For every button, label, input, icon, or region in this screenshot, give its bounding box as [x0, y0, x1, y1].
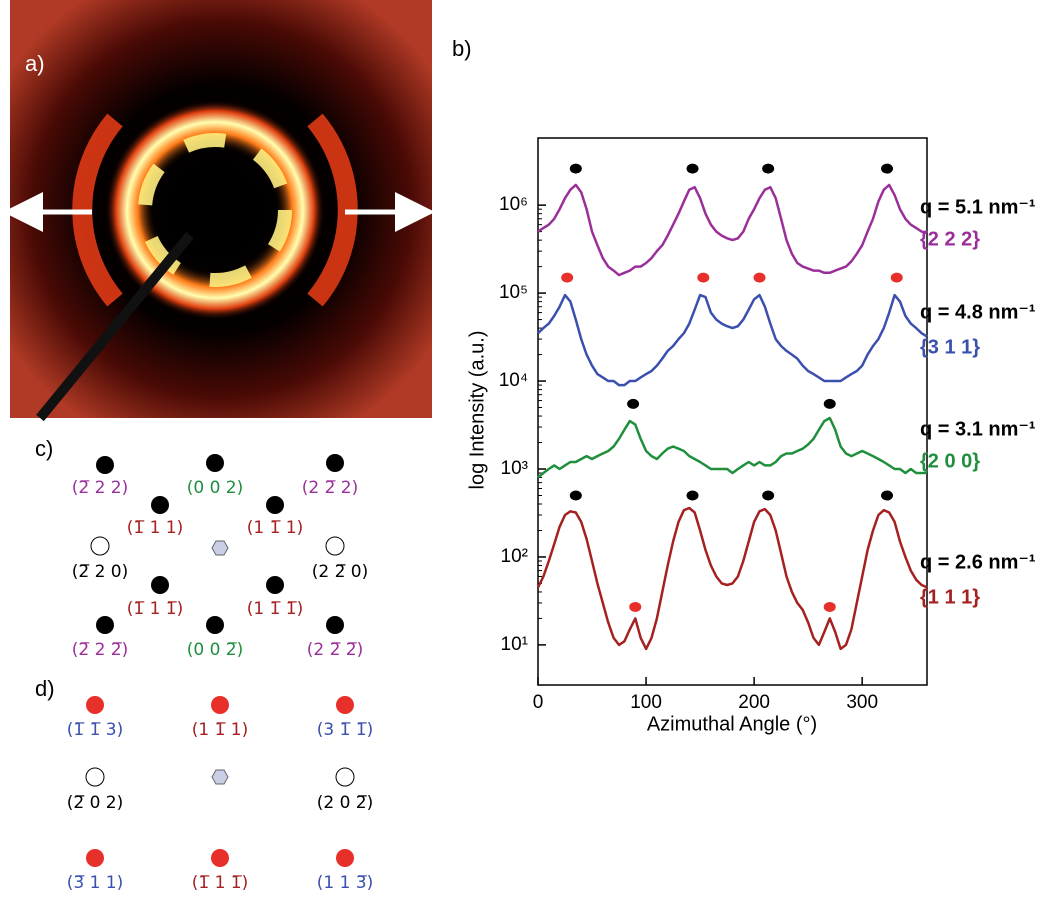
peak-marker — [627, 398, 640, 409]
series-name: {1 1 1} — [920, 586, 980, 608]
plane-label: (3̅ 1 1) — [67, 873, 124, 893]
plane-label: (2 2̅ 0) — [312, 562, 369, 582]
x-tick-label: 0 — [533, 692, 544, 713]
plane-label: (2 0 2̅) — [317, 793, 374, 813]
peak-marker — [561, 272, 574, 283]
peak-marker — [762, 490, 775, 501]
plane-label: (1 1̅ 1̅) — [247, 599, 304, 619]
lattice-diagram-d: (1̅ 1̅ 3) (1 1̅ 1) (3 1̅ 1̅) (2̅ 0 2) (2… — [67, 696, 374, 893]
plane-label: (2 2̅ 2̅) — [307, 640, 364, 660]
series-line — [537, 183, 928, 277]
plane-label: (0 0 2̅) — [187, 640, 244, 660]
plane-label: (1 1̅ 1) — [247, 518, 304, 538]
series-line — [536, 506, 928, 651]
peak-marker — [686, 490, 699, 501]
y-tick-label: 10² — [501, 546, 528, 567]
plane-label: (1 1 3̅) — [317, 873, 374, 893]
series-name: {3 1 1} — [920, 336, 980, 358]
x-tick-label: 100 — [630, 692, 662, 713]
plane-label: (1̅ 1 1) — [127, 518, 184, 538]
series-name: {2 0 0} — [920, 450, 980, 472]
plane-label: (2̅ 2 0) — [72, 562, 129, 582]
plane-label: (1̅ 1 1̅) — [127, 599, 184, 619]
y-tick-label: 10⁴ — [499, 370, 528, 391]
lattice-diagram-c: (2̅ 2 2) (0 0 2) (2 2̅ 2) (1̅ 1 1) (1 1̅… — [72, 454, 369, 660]
plane-label: (1̅ 1 1̅) — [192, 873, 249, 893]
q-label: q = 3.1 nm⁻¹ — [920, 418, 1036, 440]
plane-label: (1̅ 1̅ 3) — [67, 720, 124, 740]
peak-marker — [881, 490, 894, 501]
peak-marker — [823, 601, 836, 612]
peak-marker — [753, 272, 766, 283]
panel-label: c) — [35, 436, 53, 461]
plane-label: (2̅ 0 2) — [67, 793, 124, 813]
q-label: q = 5.1 nm⁻¹ — [920, 196, 1036, 218]
series-line — [537, 416, 927, 479]
plane-label: (1 1̅ 1) — [192, 720, 249, 740]
peak-marker — [686, 163, 699, 174]
plane-label: (3 1̅ 1̅) — [317, 720, 374, 740]
peak-marker — [629, 601, 642, 612]
q-label: q = 4.8 nm⁻¹ — [920, 301, 1036, 323]
y-tick-label: 10⁶ — [499, 194, 528, 215]
q-label: q = 2.6 nm⁻¹ — [920, 551, 1036, 573]
series-name: {2 2 2} — [920, 228, 980, 250]
x-tick-label: 300 — [846, 692, 878, 713]
diffraction-image — [3, 0, 435, 422]
panel-label: a) — [25, 51, 45, 76]
plane-label: (2̅ 2 2) — [72, 478, 129, 498]
plot-frame — [537, 137, 928, 686]
panel-label: b) — [452, 36, 472, 61]
y-axis-title: log Intensity (a.u.) — [466, 331, 488, 490]
plane-label: (0 0 2) — [187, 478, 244, 498]
peak-marker — [823, 398, 836, 409]
panel-label: d) — [35, 676, 55, 701]
plane-label: (2̅ 2 2̅) — [72, 640, 129, 660]
y-tick-label: 10⁵ — [499, 282, 528, 303]
peak-marker — [762, 163, 775, 174]
x-tick-label: 200 — [738, 692, 770, 713]
peak-marker — [890, 272, 903, 283]
peak-marker — [697, 272, 710, 283]
peak-marker — [881, 163, 894, 174]
plane-label: (2 2̅ 2) — [302, 478, 359, 498]
series-line — [537, 293, 928, 387]
peak-marker — [569, 490, 582, 501]
x-axis-title: Azimuthal Angle (°) — [647, 713, 817, 735]
peak-marker — [569, 163, 582, 174]
y-tick-label: 10¹ — [501, 634, 528, 655]
y-tick-label: 10³ — [501, 458, 528, 479]
